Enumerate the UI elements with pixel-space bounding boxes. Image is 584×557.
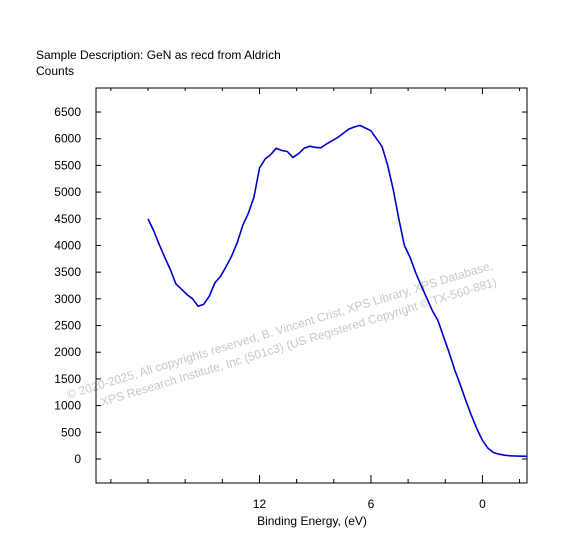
x-axis-label: Binding Energy, (eV) bbox=[257, 514, 367, 528]
series-layer bbox=[147, 124, 528, 458]
y-axis: 6500600055005000450040003500300025002000… bbox=[54, 105, 527, 466]
y-tick-label: 4500 bbox=[54, 212, 81, 226]
y-tick-label: 2500 bbox=[54, 319, 81, 333]
y-tick-label: 3000 bbox=[54, 292, 81, 306]
series-line bbox=[147, 124, 528, 458]
y-tick-label: 4000 bbox=[54, 238, 81, 252]
x-tick-label: 12 bbox=[253, 497, 267, 511]
y-tick-label: 6500 bbox=[54, 105, 81, 119]
y-tick-label: 1000 bbox=[54, 399, 81, 413]
y-tick-label: 1500 bbox=[54, 372, 81, 386]
y-tick-label: 5500 bbox=[54, 158, 81, 172]
y-axis-label: Counts bbox=[36, 64, 74, 78]
x-tick-label: 0 bbox=[479, 497, 486, 511]
x-axis: 12 6 0 bbox=[110, 88, 521, 511]
chart-title: Sample Description: GeN as recd from Ald… bbox=[36, 48, 281, 62]
y-tick-label: 3500 bbox=[54, 265, 81, 279]
watermark-line-1: © 2020-2025, All copyrights reserved, B.… bbox=[65, 258, 494, 401]
y-tick-label: 5000 bbox=[54, 185, 81, 199]
plot-frame bbox=[95, 87, 528, 484]
watermark-line-2: XPS Research Institute, Inc (501c3) (US … bbox=[99, 275, 499, 409]
y-tick-label: 6000 bbox=[54, 132, 81, 146]
y-tick-label: 2000 bbox=[54, 345, 81, 359]
x-tick-label: 6 bbox=[368, 497, 375, 511]
watermark: © 2020-2025, All copyrights reserved, B.… bbox=[65, 258, 499, 409]
y-tick-label: 0 bbox=[74, 452, 81, 466]
y-tick-label: 500 bbox=[61, 425, 81, 439]
